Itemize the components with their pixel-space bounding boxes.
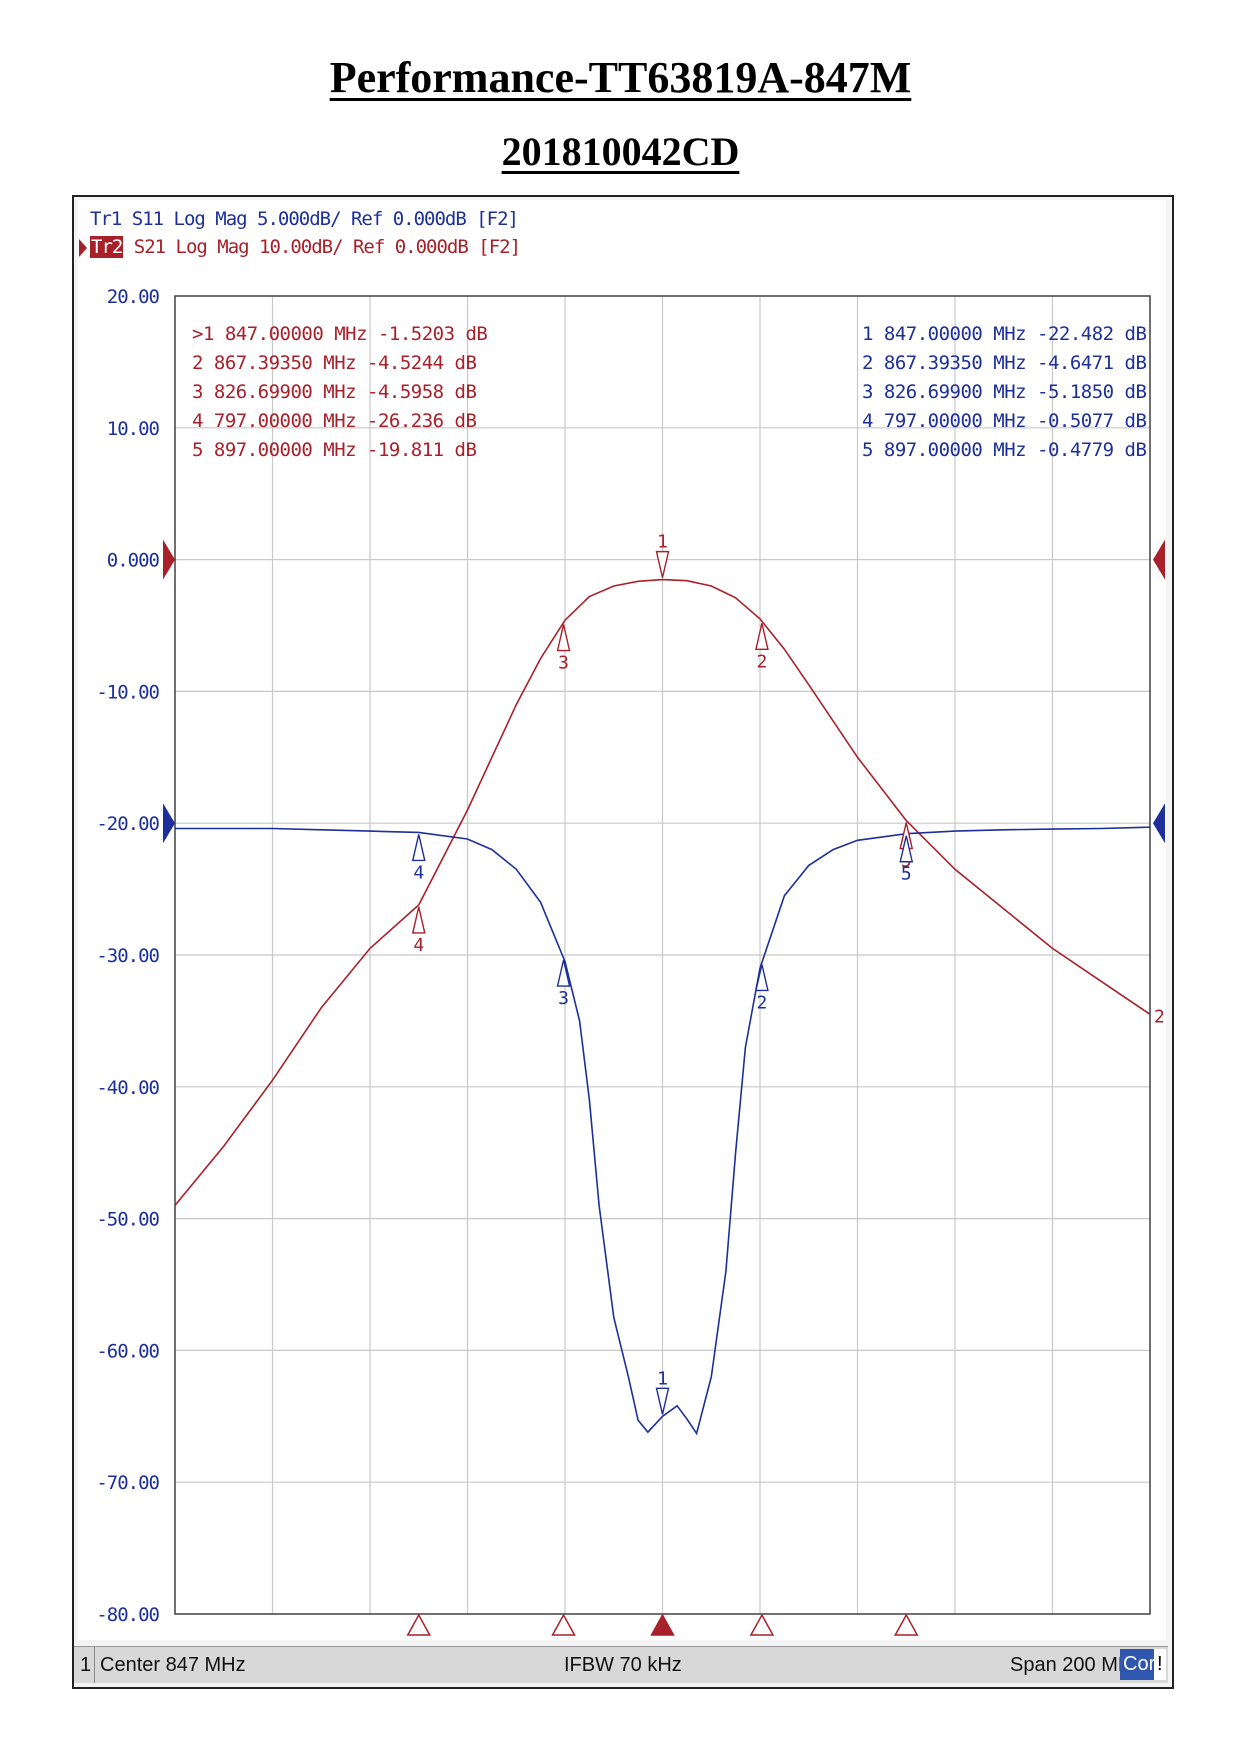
warning-indicator[interactable]: ! <box>1154 1649 1166 1680</box>
s11-marker-3: 3 <box>556 959 571 1009</box>
y-tick-label: -20.00 <box>96 813 159 835</box>
s11-marker-4: 4 <box>411 834 426 883</box>
marker-id-label: 3 <box>558 653 569 674</box>
marker-triangle-icon <box>755 964 769 992</box>
y-tick-label: 0.000 <box>107 550 160 572</box>
document-title: Performance-TT63819A-847M <box>329 53 912 102</box>
status-separator <box>94 1647 95 1683</box>
marker-triangle-icon <box>556 959 571 987</box>
trace2-tag: Tr2 <box>90 236 123 258</box>
marker-triangle-icon <box>899 835 914 863</box>
stimulus-marker-2 <box>749 1613 775 1636</box>
s11-ref-right-marker <box>1153 803 1165 844</box>
marker-id-label: 2 <box>756 992 767 1013</box>
s11-trace-line <box>175 826 1151 1436</box>
y-tick-label: -10.00 <box>96 681 159 703</box>
marker-triangle-icon <box>755 623 769 650</box>
s21-ref-left-marker <box>163 539 175 580</box>
grid-layer <box>174 295 1151 1615</box>
marker-table-row: >1 847.00000 MHz -1.5203 dB <box>192 323 487 345</box>
correction-indicator[interactable]: Cor <box>1120 1649 1159 1680</box>
s21-trace-end-label: 2 <box>1154 1006 1165 1027</box>
y-tick-label: -30.00 <box>96 945 159 967</box>
marker-id-label: 4 <box>413 862 424 883</box>
traces <box>174 578 1151 1436</box>
marker-id-label: 5 <box>901 864 912 885</box>
y-tick-label: 10.00 <box>107 418 160 440</box>
y-tick-label: -60.00 <box>96 1340 159 1362</box>
s11-marker-5: 5 <box>899 835 914 885</box>
marker-table-row: 1 847.00000 MHz -22.482 dB <box>862 323 1146 345</box>
stimulus-marker-5 <box>893 1613 919 1636</box>
s11-ref-left-marker <box>163 803 175 844</box>
y-tick-label: -70.00 <box>96 1472 159 1494</box>
marker-triangle-icon <box>655 550 670 578</box>
status-bar: 1 Center 847 MHz IFBW 70 kHz Span 200 MH… <box>74 1646 1168 1683</box>
y-tick-label: -50.00 <box>96 1209 159 1231</box>
marker-table-row: 3 826.69900 MHz -5.1850 dB <box>862 381 1146 403</box>
s21-ref-right-marker <box>1153 539 1165 580</box>
s21-marker-2: 2 <box>755 623 769 672</box>
trace-markers: 12345123452 <box>411 532 1165 1415</box>
marker-table-row: 4 797.00000 MHz -26.236 dB <box>192 410 476 432</box>
marker-id-label: 4 <box>413 935 424 956</box>
document-subtitle: 201810042CD <box>501 129 740 174</box>
analyzer-display-panel <box>78 200 1166 1640</box>
marker-table-row: 2 867.39350 MHz -4.6471 dB <box>862 352 1146 374</box>
marker-triangle-icon <box>411 906 426 934</box>
marker-id-label: 3 <box>558 988 569 1009</box>
marker-triangle-icon <box>655 1387 670 1415</box>
s21-marker-1: 1 <box>655 532 670 578</box>
s11-marker-table: 1 847.00000 MHz -22.482 dB 2 867.39350 MH… <box>862 323 1147 461</box>
trace2-header[interactable]: Tr2 S21 Log Mag 10.00dB/ Ref 0.000dB [F2… <box>90 236 521 258</box>
active-trace-arrow-icon <box>79 239 87 257</box>
reference-markers <box>163 539 1165 844</box>
stimulus-markers <box>406 1613 919 1636</box>
marker-tables: >1 847.00000 MHz -1.5203 dB 2 867.39350 … <box>192 323 1147 461</box>
stimulus-marker-1 <box>650 1613 675 1636</box>
marker-id-label: 1 <box>657 1368 668 1389</box>
s21-marker-table: >1 847.00000 MHz -1.5203 dB 2 867.39350 … <box>192 323 488 461</box>
s21-trace-line <box>174 578 1151 1206</box>
stimulus-marker-4 <box>406 1613 432 1636</box>
marker-table-row: 5 897.00000 MHz -19.811 dB <box>192 439 476 461</box>
marker-id-label: 2 <box>756 651 767 672</box>
y-tick-label: 20.00 <box>107 286 160 308</box>
marker-triangle-icon <box>556 624 571 652</box>
s21-marker-4: 4 <box>411 906 426 956</box>
center-frequency[interactable]: Center 847 MHz <box>100 1654 246 1676</box>
marker-triangle-icon <box>411 834 426 862</box>
span-setting[interactable]: Span 200 MHz <box>1010 1654 1143 1676</box>
s21-marker-3: 3 <box>556 624 571 674</box>
marker-id-label: 1 <box>657 532 668 553</box>
ifbw-setting[interactable]: IFBW 70 kHz <box>564 1654 682 1676</box>
trace2-header-text: S21 Log Mag 10.00dB/ Ref 0.000dB [F2] <box>123 236 521 258</box>
trace1-header[interactable]: Tr1 S11 Log Mag 5.000dB/ Ref 0.000dB [F2… <box>90 208 519 230</box>
s11-marker-1: 1 <box>655 1368 670 1415</box>
y-tick-label: -80.00 <box>96 1604 159 1626</box>
marker-table-row: 5 897.00000 MHz -0.4779 dB <box>862 439 1146 461</box>
channel-number[interactable]: 1 <box>80 1654 92 1676</box>
marker-table-row: 2 867.39350 MHz -4.5244 dB <box>192 352 476 374</box>
stimulus-marker-3 <box>551 1613 576 1636</box>
marker-table-row: 4 797.00000 MHz -0.5077 dB <box>862 410 1146 432</box>
marker-table-row: 3 826.69900 MHz -4.5958 dB <box>192 381 476 403</box>
y-tick-labels: 20.00 10.00 0.000 -10.00 -20.00 -30.00 -40.00 -… <box>96 286 160 1626</box>
s11-marker-2: 2 <box>755 964 769 1013</box>
y-tick-label: -40.00 <box>96 1077 159 1099</box>
